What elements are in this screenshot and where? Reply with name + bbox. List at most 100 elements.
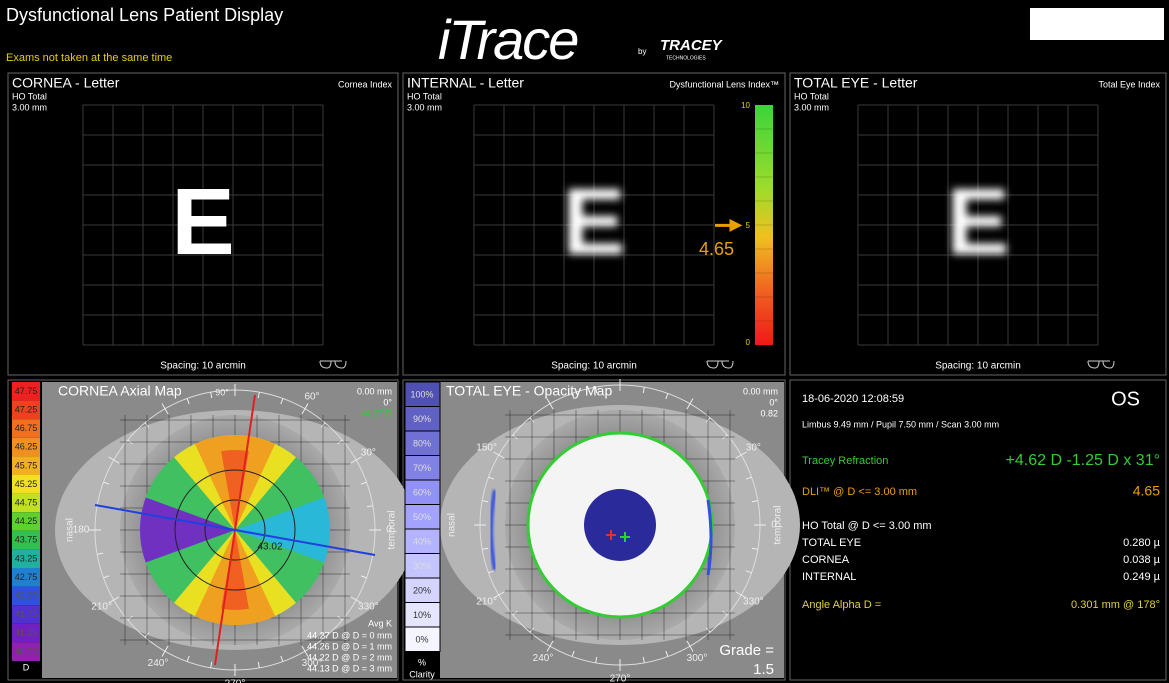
ring-tick <box>488 476 495 480</box>
rotation-label: 0° <box>383 397 392 407</box>
ring-tick <box>360 481 367 485</box>
legend-label: 44.75 <box>15 497 38 507</box>
logo-brand: TRACEY <box>660 37 724 54</box>
map-ring <box>174 469 296 591</box>
avg-row: 44.26 D @ D = 1 mm <box>307 641 392 651</box>
ring-tick <box>751 547 758 550</box>
legend-swatch <box>404 504 441 530</box>
ring-tick <box>642 656 645 663</box>
ring-tick <box>512 434 518 440</box>
spacing-label: Spacing: 10 arcmin <box>935 361 1021 372</box>
limbus-arc <box>489 489 497 571</box>
angle-label: 0 <box>771 520 777 531</box>
ring-tick <box>103 481 110 485</box>
angle-label: 300° <box>302 658 323 669</box>
dli-label: DLI™ @ D <= 3.00 mm <box>802 486 917 498</box>
legend-unit: % <box>418 657 426 667</box>
panel-title: CORNEA - Letter <box>12 75 120 91</box>
measure-label: HO Total <box>12 91 47 101</box>
axial-zone <box>140 497 235 563</box>
axis-line <box>94 504 376 556</box>
ring-tick <box>350 456 362 464</box>
ring-tick <box>546 640 554 652</box>
legend-swatch <box>12 493 40 513</box>
index-label: Cornea Index <box>338 79 393 89</box>
legend-swatch <box>12 512 40 531</box>
ring-tick <box>571 650 575 657</box>
angle-label: 0 <box>386 525 392 536</box>
optotype: E <box>562 169 625 275</box>
refraction-label: Tracey Refraction <box>802 455 888 467</box>
legend-swatch <box>404 455 441 481</box>
ring-tick <box>350 596 362 604</box>
angle-label: 30° <box>361 448 376 459</box>
legend-swatch <box>12 456 40 475</box>
avg-row: 44.13 D @ D = 3 mm <box>307 663 392 673</box>
index-label: Dysfunctional Lens Index™ <box>669 79 779 89</box>
diameter-label: 3.00 mm <box>12 102 47 112</box>
legend-label: 43.25 <box>15 553 38 563</box>
ring-tick <box>186 655 190 662</box>
measure-label: HO Total <box>794 91 829 101</box>
legend-swatch <box>12 382 40 401</box>
angle-label: 330° <box>358 602 379 613</box>
legend-label: 42.25 <box>15 590 38 600</box>
legend-swatch <box>12 605 40 624</box>
index-label: Total Eye Index <box>1098 79 1160 89</box>
refraction-value: +4.62 D -1.25 D x 31° <box>1006 452 1160 469</box>
logo-by: by <box>638 47 646 56</box>
scale-label: 5 <box>746 221 751 230</box>
ring-tick <box>280 398 284 405</box>
legend-label: 10% <box>413 610 431 620</box>
legend-label: 70% <box>413 463 431 473</box>
avg-label: Avg K <box>368 618 392 628</box>
panel-title: TOTAL EYE - Letter <box>794 75 918 91</box>
blank-box <box>1030 8 1164 40</box>
dli-result: 4.65 <box>1133 483 1160 499</box>
dli-arrow <box>715 218 743 232</box>
ring-tick <box>257 392 260 399</box>
limbus-arc <box>706 499 713 576</box>
ring-tick <box>210 392 213 399</box>
ring-tick <box>366 505 373 508</box>
angle-label: 240° <box>148 658 169 669</box>
glasses-icon <box>706 360 734 369</box>
map-value: 43.02 <box>257 542 282 553</box>
axial-zone <box>235 457 325 530</box>
ring-tick <box>186 398 190 405</box>
legend-label: 90% <box>413 414 431 424</box>
ring-tick <box>642 387 645 394</box>
warning: Exams not taken at the same time <box>6 52 172 64</box>
side-label: temporal <box>773 506 784 545</box>
legend-label: 80% <box>413 438 431 448</box>
ratio-label: 0.82 <box>760 408 778 418</box>
ring-tick <box>301 403 309 415</box>
side-label: nasal <box>447 513 458 537</box>
map-title: CORNEA Axial Map <box>58 383 182 399</box>
legend-swatch <box>404 602 441 628</box>
legend-swatch <box>12 419 40 438</box>
angle-label: 90° <box>215 387 229 397</box>
rotation-label: 0° <box>769 397 778 407</box>
legend-swatch <box>404 577 441 603</box>
angle-label: 180 <box>73 525 90 536</box>
grade-label: Grade = <box>719 642 774 659</box>
legend-unit: D <box>23 662 30 672</box>
ring-tick <box>257 661 260 668</box>
legend-swatch <box>12 475 40 494</box>
ring-tick <box>512 610 518 616</box>
ho-label: HO Total @ D <= 3.00 mm <box>802 520 932 532</box>
ring-tick <box>722 610 728 616</box>
ring-tick <box>161 645 169 657</box>
legend-swatch <box>12 568 40 587</box>
ring-tick <box>144 422 150 428</box>
ring-tick <box>161 403 169 415</box>
legend-label: 45.75 <box>15 460 38 470</box>
ring-tick <box>745 476 752 480</box>
legend-label: 47.75 <box>15 386 38 396</box>
ring-tick <box>108 456 120 464</box>
diameter-label: 3.00 mm <box>407 102 442 112</box>
spacing-label: Spacing: 10 arcmin <box>160 361 246 372</box>
app-title: Dysfunctional Lens Patient Display <box>6 5 283 25</box>
ring-tick <box>705 627 711 633</box>
